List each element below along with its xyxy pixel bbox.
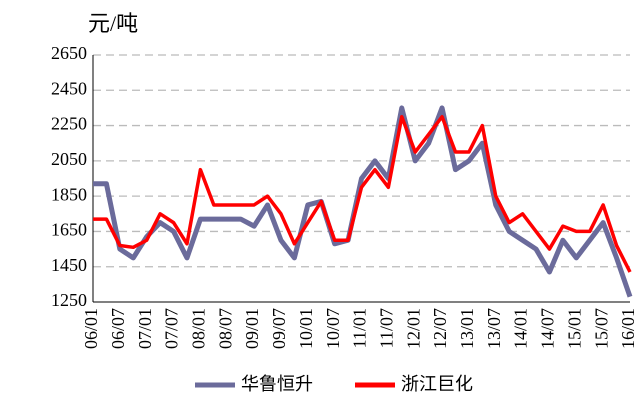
y-tick-label: 2250 xyxy=(51,114,87,134)
x-tick-label: 16/01 xyxy=(618,308,636,349)
y-tick-label: 2650 xyxy=(51,43,87,63)
y-tick-label: 1450 xyxy=(51,255,87,275)
x-tick-label: 13/01 xyxy=(457,308,477,349)
x-tick-label: 12/07 xyxy=(430,308,450,349)
x-tick-label: 15/01 xyxy=(564,308,584,349)
y-axis-label: 元/吨 xyxy=(88,11,138,36)
y-tick-label: 2050 xyxy=(51,149,87,169)
series-line xyxy=(93,115,632,273)
x-tick-label: 11/01 xyxy=(350,308,370,348)
x-tick-label: 12/01 xyxy=(403,308,423,349)
x-tick-label: 15/07 xyxy=(591,308,611,349)
x-tick-label: 09/07 xyxy=(269,308,289,349)
series-line xyxy=(93,105,633,298)
x-tick-label: 06/01 xyxy=(81,308,101,349)
x-tick-label: 11/07 xyxy=(376,308,396,348)
legend-label: 浙江巨化 xyxy=(401,374,473,394)
x-tick-label: 10/01 xyxy=(296,308,316,349)
x-tick-label: 07/01 xyxy=(135,308,155,349)
y-tick-label: 1850 xyxy=(51,184,87,204)
x-tick-label: 14/01 xyxy=(511,308,531,349)
x-tick-label: 09/01 xyxy=(242,308,262,349)
x-tick-label: 07/07 xyxy=(162,308,182,349)
legend-label: 华鲁恒升 xyxy=(241,374,313,394)
x-tick-label: 13/07 xyxy=(484,308,504,349)
y-tick-label: 1250 xyxy=(51,290,87,310)
y-tick-label: 2450 xyxy=(51,78,87,98)
x-tick-label: 10/07 xyxy=(323,308,343,349)
x-tick-label: 14/07 xyxy=(538,308,558,349)
x-tick-label: 06/07 xyxy=(108,308,128,349)
x-tick-label: 08/07 xyxy=(215,308,235,349)
y-tick-label: 1650 xyxy=(51,220,87,240)
x-tick-label: 08/01 xyxy=(189,308,209,349)
